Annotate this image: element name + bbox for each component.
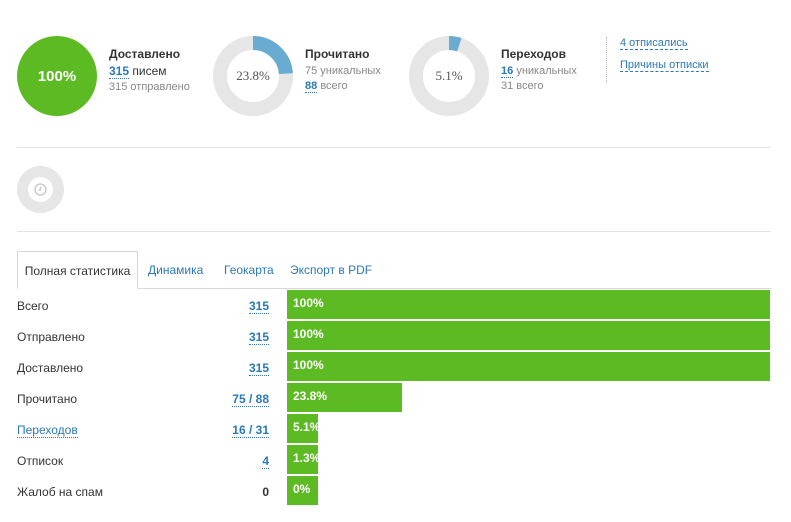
clicks-percent: 5.1%: [435, 68, 463, 83]
unsub-block: 4 отписались Причины отписки: [620, 37, 709, 72]
delivered-sent-line: 315 отправлено: [109, 81, 190, 93]
row-bar-delivered: 100%: [287, 352, 770, 381]
row-label-spam: Жалоб на спам: [17, 485, 103, 499]
clicks-unique-unit: уникальных: [516, 65, 577, 77]
tabs-baseline: [17, 288, 771, 289]
row-value-read[interactable]: 75 / 88: [232, 392, 269, 407]
row-bar-label-clicks: 5.1%: [293, 420, 321, 434]
delivered-title: Доставлено: [109, 47, 181, 61]
tab-export-pdf[interactable]: Экспорт в PDF: [290, 263, 373, 277]
row-bar-clicks: 5.1%: [287, 414, 321, 443]
unsub-divider: [606, 37, 607, 83]
read-info: Прочитано 75 уникальных 88 всего: [305, 47, 381, 93]
row-label-sent: Отправлено: [17, 330, 85, 344]
row-bar-label-delivered: 100%: [293, 358, 324, 372]
row-bar-total: 100%: [287, 290, 770, 319]
row-bar-sent: 100%: [287, 321, 770, 350]
clicks-title: Переходов: [501, 47, 567, 61]
row-value-unsubscribes[interactable]: 4: [262, 454, 269, 469]
row-value-spam: 0: [262, 485, 269, 499]
divider-top: [17, 147, 771, 148]
read-total-link[interactable]: 88: [305, 80, 318, 93]
delivered-info: Доставлено 315 писем 315 отправлено: [109, 47, 190, 93]
row-value-delivered[interactable]: 315: [248, 361, 269, 376]
row-bar-read: 23.8%: [287, 383, 402, 412]
delivered-count-link[interactable]: 315: [109, 64, 130, 79]
row-value-total[interactable]: 315: [248, 299, 269, 314]
row-label-delivered: Доставлено: [17, 361, 84, 375]
row-bar-label-sent: 100%: [293, 327, 324, 341]
row-bar-label-total: 100%: [293, 296, 324, 310]
row-bar-unsubscribes: 1.3%: [287, 445, 321, 474]
read-unique-line: 75 уникальных: [305, 65, 381, 77]
tab-geomap[interactable]: Геокарта: [224, 263, 274, 277]
clock-circle: [17, 166, 64, 213]
row-value-sent[interactable]: 315: [248, 330, 269, 345]
row-bar-label-spam: 0%: [293, 482, 311, 496]
delivered-count-unit: писем: [132, 64, 167, 78]
row-label-read: Прочитано: [17, 392, 77, 406]
clicks-unique-line: 16 уникальных: [501, 65, 577, 78]
delivered-percent: 100%: [37, 67, 77, 85]
unsub-reasons-link[interactable]: Причины отписки: [620, 59, 709, 72]
row-label-total: Всего: [17, 299, 49, 313]
read-donut: 23.8%: [213, 36, 293, 116]
row-label-clicks[interactable]: Переходов: [17, 423, 78, 438]
read-donut-svg: [213, 36, 293, 116]
delivered-count-line: 315 писем: [109, 64, 190, 79]
clicks-total-line: 31 всего: [501, 80, 544, 92]
row-bar-label-unsubscribes: 1.3%: [293, 451, 321, 465]
divider-middle: [17, 231, 771, 232]
read-donut-arc: [213, 36, 293, 116]
row-value-clicks[interactable]: 16 / 31: [232, 423, 269, 438]
unsubscribed-link[interactable]: 4 отписались: [620, 37, 688, 50]
read-total-line: 88 всего: [305, 80, 381, 93]
clicks-donut-svg: [409, 36, 489, 116]
clock-icon: [34, 183, 47, 196]
row-bar-label-read: 23.8%: [293, 389, 328, 403]
clicks-info: Переходов 16 уникальных 31 всего: [501, 47, 577, 92]
tab-full-stats[interactable]: Полная статистика: [17, 251, 138, 289]
delivered-circle: 100%: [17, 36, 97, 116]
clicks-donut-arc: [409, 36, 489, 116]
tab-dynamics[interactable]: Динамика: [148, 263, 204, 277]
read-percent: 23.8%: [236, 68, 270, 83]
row-label-unsubscribes: Отписок: [17, 454, 64, 468]
row-bar-spam: 0%: [287, 476, 318, 505]
clicks-unique-link[interactable]: 16: [501, 65, 514, 78]
read-title: Прочитано: [305, 47, 370, 61]
clicks-donut: 5.1%: [409, 36, 489, 116]
read-total-unit: всего: [320, 80, 348, 92]
